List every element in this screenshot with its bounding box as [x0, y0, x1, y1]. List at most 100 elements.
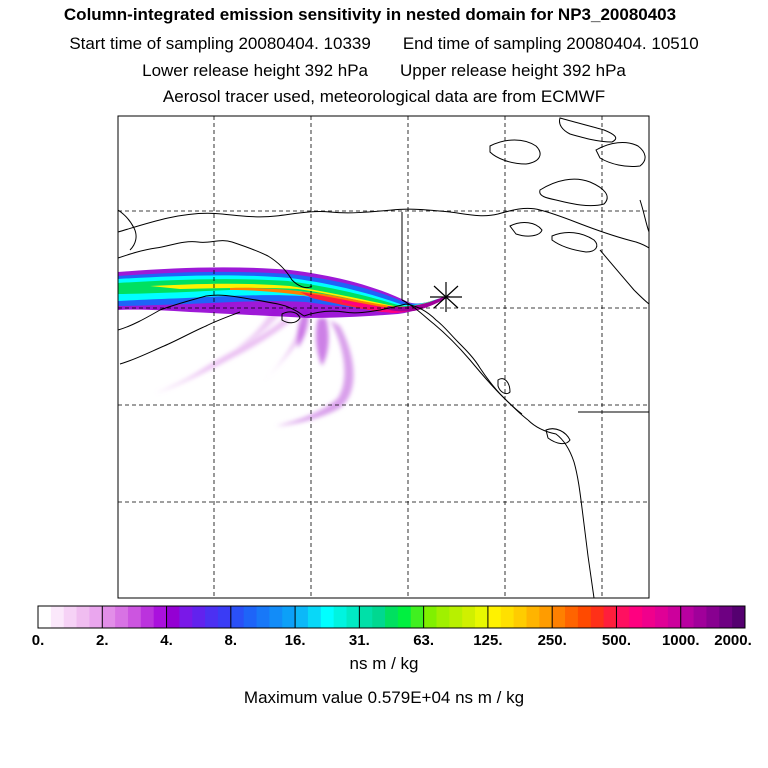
island-vancouver — [545, 428, 571, 445]
colorbar-swatch — [295, 606, 309, 628]
colorbar-swatch — [462, 606, 476, 628]
island-arctic-5 — [551, 232, 598, 253]
colorbar-swatch — [449, 606, 463, 628]
colorbar-swatch — [577, 606, 592, 628]
colorbar-swatch — [63, 606, 78, 628]
colorbar-swatch — [205, 606, 219, 628]
receptor-star-marker — [430, 282, 462, 312]
colorbar-tick-label: 250. — [537, 632, 567, 649]
colorbar-frame — [37, 605, 746, 629]
colorbar-swatch — [256, 606, 270, 628]
colorbar-swatch — [410, 606, 425, 628]
colorbar-swatch — [436, 606, 450, 628]
colorbar-units-label: ns m / kg — [349, 654, 419, 673]
colorbar-swatch — [217, 606, 232, 628]
colorbar-swatch — [629, 606, 643, 628]
coastline-aleutian-chain — [119, 311, 241, 365]
island-arctic-6 — [509, 222, 543, 237]
start-time-label: Start time of sampling 20080404. 10339 — [69, 34, 371, 53]
sampling-time-line: Start time of sampling 20080404. 10339 En… — [0, 34, 768, 54]
plume-branch-southwest — [156, 318, 290, 393]
colorbar-swatch — [192, 606, 206, 628]
island-arctic-2 — [595, 142, 646, 167]
colorbar-swatch — [179, 606, 193, 628]
plume-main-band — [118, 267, 450, 318]
colorbar-swatch — [655, 606, 669, 628]
baffin-coast — [639, 199, 649, 233]
political-borders — [401, 212, 649, 415]
colorbar-swatch — [616, 606, 630, 628]
upper-release-label: Upper release height 392 hPa — [400, 61, 626, 80]
colorbar-swatch — [680, 606, 695, 628]
tracer-info-label: Aerosol tracer used, meteorological data… — [162, 87, 606, 106]
colorbar-swatch — [76, 606, 90, 628]
colorbar-swatch — [269, 606, 283, 628]
maximum-value-label: Maximum value 0.579E+04 ns m / kg — [243, 688, 525, 707]
colorbar-swatch — [282, 606, 296, 628]
colorbar-swatch — [603, 606, 617, 628]
coastline-alaska-west — [118, 240, 313, 289]
colorbar-swatch — [732, 606, 746, 628]
colorbar-tick-label: 1000. — [661, 632, 700, 649]
colorbar-swatch — [423, 606, 437, 628]
colorbar-swatch — [102, 606, 116, 628]
coastlines — [118, 117, 649, 598]
colorbar-swatch — [719, 606, 733, 628]
coastline-gulf-of-alaska — [303, 303, 407, 317]
colorbar-swatch — [693, 606, 707, 628]
coastline-alaska-peninsula — [118, 294, 305, 331]
plume-core-dark — [386, 296, 450, 312]
colorbar-swatch — [243, 606, 258, 628]
colorbar-swatch — [140, 606, 155, 628]
chukotka-coast — [118, 209, 137, 251]
colorbar-swatch — [397, 606, 412, 628]
island-arctic-3 — [489, 139, 541, 165]
colorbar-swatch — [500, 606, 515, 628]
colorbar-swatch — [372, 606, 386, 628]
colorbar-swatch — [552, 606, 566, 628]
colorbar-swatch — [359, 606, 373, 628]
colorbar-swatch — [333, 606, 347, 628]
colorbar-swatch — [127, 606, 142, 628]
coastline-british-columbia — [527, 419, 595, 598]
colorbar-tick-label: 63. — [413, 632, 435, 649]
plume-drops — [297, 310, 329, 366]
coastline-hudson — [599, 249, 649, 305]
colorbar-swatch — [230, 606, 245, 628]
island-haida-gwaii — [497, 378, 511, 395]
colorbar-swatch — [38, 606, 52, 628]
colorbar — [37, 605, 746, 629]
colorbar-tick-label: 4. — [160, 632, 173, 649]
colorbar-tick-label: 500. — [601, 632, 632, 649]
lower-release-label: Lower release height 392 hPa — [142, 61, 368, 80]
lat-lon-grid — [118, 116, 649, 598]
colorbar-swatch — [667, 606, 682, 628]
colorbar-tick-label: 0. — [31, 632, 45, 649]
colorbar-swatch — [487, 606, 502, 628]
colorbar-swatch — [346, 606, 360, 628]
island-arctic-1 — [539, 178, 608, 207]
colorbar-tick-label: 16. — [284, 632, 306, 649]
colorbar-swatch — [115, 606, 129, 628]
map-frame — [117, 115, 650, 599]
colorbar-swatch — [320, 606, 335, 628]
colorbar-swatch — [590, 606, 605, 628]
colorbar-swatch — [539, 606, 553, 628]
colorbar-swatch — [526, 606, 540, 628]
map-background — [118, 116, 649, 598]
coastline-canadian-arctic — [449, 207, 649, 249]
colorbar-swatch — [642, 606, 656, 628]
end-time-label: End time of sampling 20080404. 10510 — [402, 34, 699, 53]
border-panhandle — [401, 299, 523, 415]
colorbar-swatch — [706, 606, 720, 628]
colorbar-tick-label: 2. — [96, 632, 109, 649]
colorbar-swatch — [385, 606, 399, 628]
colorbar-tick-label: 31. — [348, 632, 370, 649]
coastline-arctic-north — [118, 208, 451, 233]
island-kodiak — [281, 311, 301, 324]
colorbar-tick-label: 8. — [224, 632, 238, 649]
colorbar-swatch — [307, 606, 322, 628]
colorbar-swatch — [475, 606, 489, 628]
release-height-line: Lower release height 392 hPa Upper releas… — [0, 61, 768, 81]
